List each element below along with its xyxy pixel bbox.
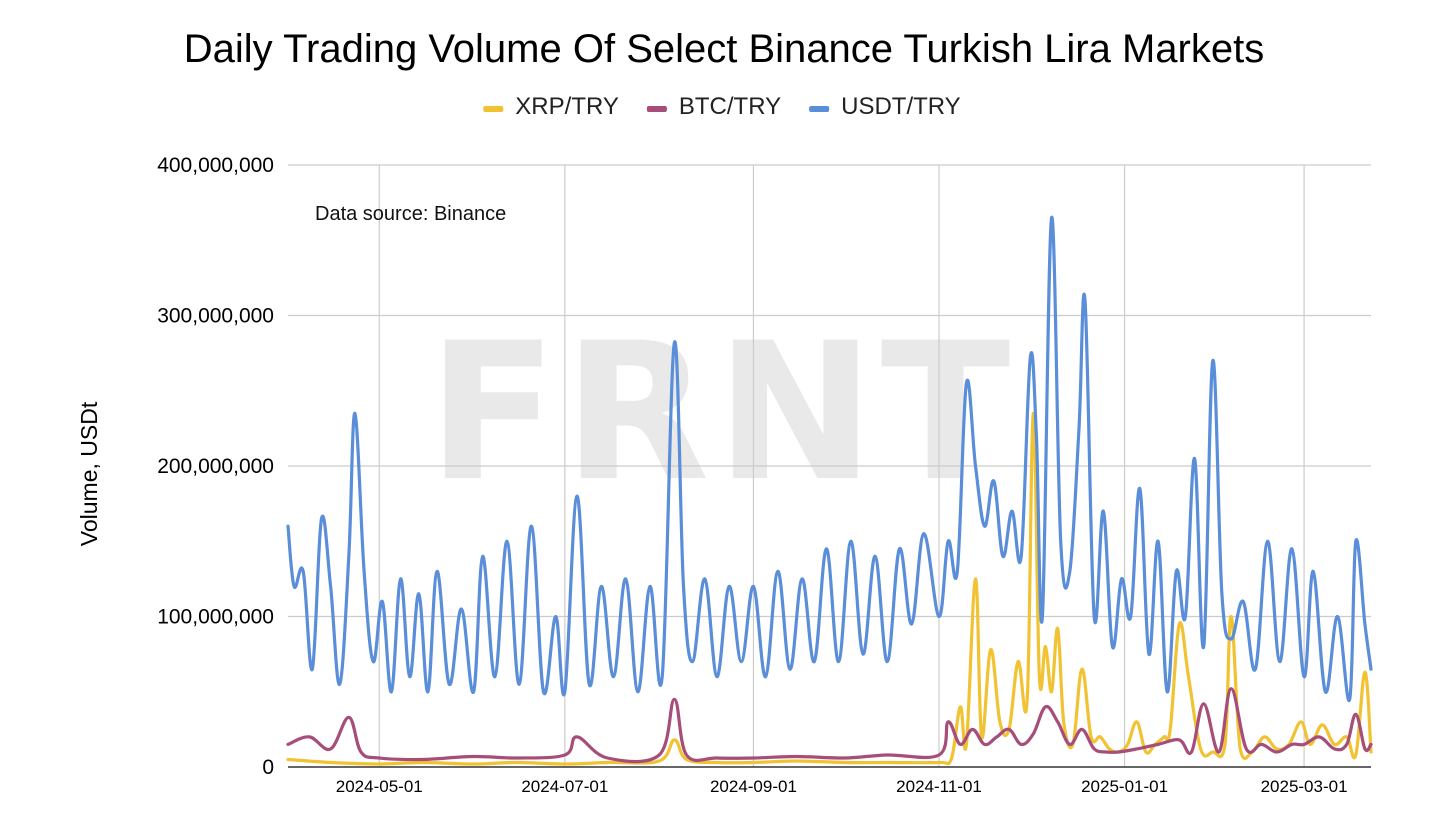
watermark: FRNT <box>428 302 1017 523</box>
series-line-btc-try <box>286 687 1373 764</box>
series-lines <box>286 216 1373 766</box>
x-tick-label: 2025-01-01 <box>1081 777 1168 796</box>
series-line-usdt-try <box>286 216 1373 703</box>
legend-item: USDT/TRY <box>809 93 961 120</box>
x-tick-label: 2024-11-01 <box>896 777 982 796</box>
x-tick-label: 2024-07-01 <box>521 777 608 796</box>
y-tick-label: 100,000,000 <box>157 606 274 629</box>
legend-swatch <box>483 106 504 112</box>
legend-item: XRP/TRY <box>483 93 619 120</box>
x-gridlines <box>378 165 1305 767</box>
y-tick-label: 200,000,000 <box>157 455 274 478</box>
y-tick-label: 300,000,000 <box>157 305 274 328</box>
legend-item: BTC/TRY <box>646 93 781 120</box>
y-gridlines <box>288 164 1371 618</box>
x-tick-labels: 2024-05-01 2024-07-01 2024-09-01 2024-11-01… <box>336 777 1348 796</box>
y-tick-label: 0 <box>262 756 274 779</box>
legend-label: USDT/TRY <box>841 93 961 120</box>
x-tick-label: 2024-09-01 <box>710 777 797 796</box>
data-source-annotation: Data source: Binance <box>315 203 506 225</box>
y-tick-label: 400,000,000 <box>157 154 274 177</box>
legend-swatch <box>646 106 667 112</box>
chart-title: Daily Trading Volume Of Select Binance T… <box>184 27 1264 71</box>
legend-swatch <box>809 106 830 112</box>
legend: XRP/TRY BTC/TRY USDT/TRY <box>483 93 961 120</box>
legend-label: XRP/TRY <box>515 93 619 120</box>
y-tick-labels: 0 100,000,000 200,000,000 300,000,000 400,00… <box>157 154 274 779</box>
x-tick-label: 2025-03-01 <box>1261 777 1348 796</box>
y-axis-label: Volume, USDt <box>76 401 102 546</box>
x-tick-label: 2024-05-01 <box>336 777 423 796</box>
legend-label: BTC/TRY <box>679 93 781 120</box>
